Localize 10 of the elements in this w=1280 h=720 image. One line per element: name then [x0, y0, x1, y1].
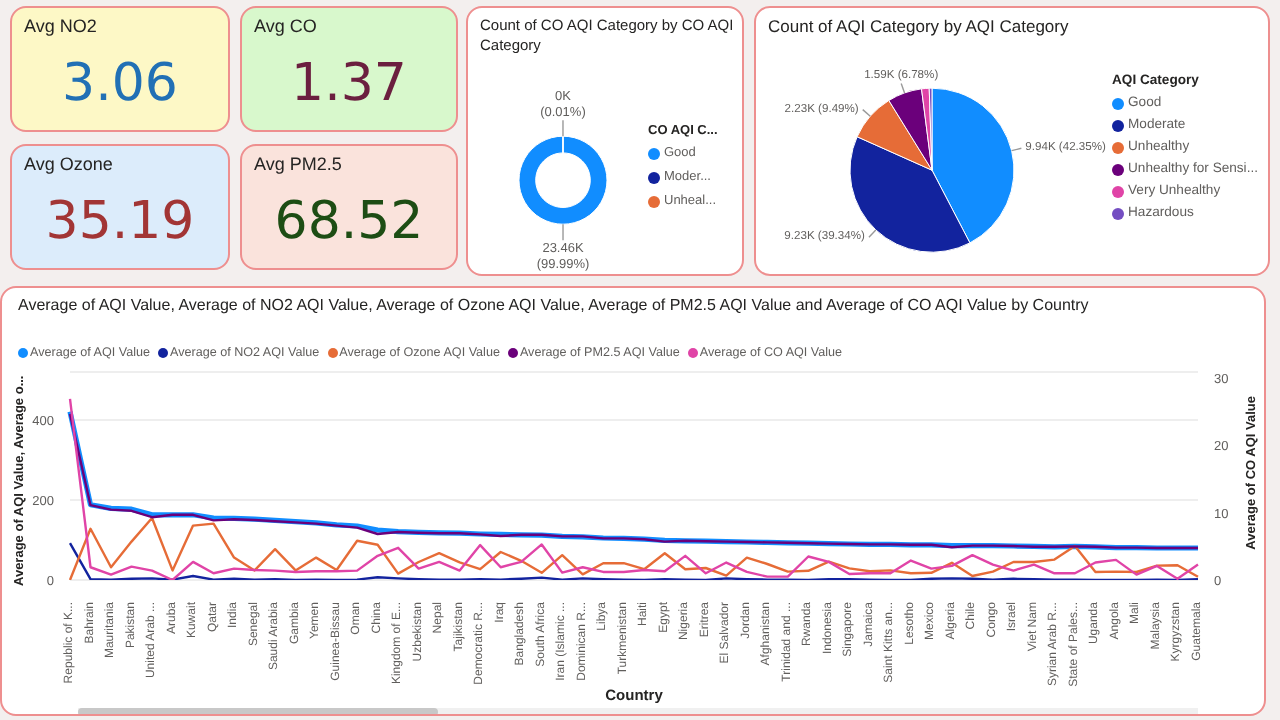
data-label: 1.37	[289, 54, 409, 114]
text: Avg Ozone	[24, 154, 113, 174]
data-label: 68.52	[272, 192, 426, 252]
text: Avg NO2	[24, 16, 97, 36]
text: Avg CO	[254, 16, 317, 36]
chart-title: Average of AQI Value, Average of NO2 AQI Value, Average of Ozone AQI Value, Average of PM2.5 AQI Value and Average of CO AQI Value by Country	[18, 296, 1091, 317]
data-label: 3.06	[60, 54, 180, 114]
chart-title: Count of AQI Category by AQI Category	[768, 16, 1071, 39]
data-label: 35.19	[43, 192, 197, 252]
text: Avg PM2.5	[254, 154, 342, 174]
